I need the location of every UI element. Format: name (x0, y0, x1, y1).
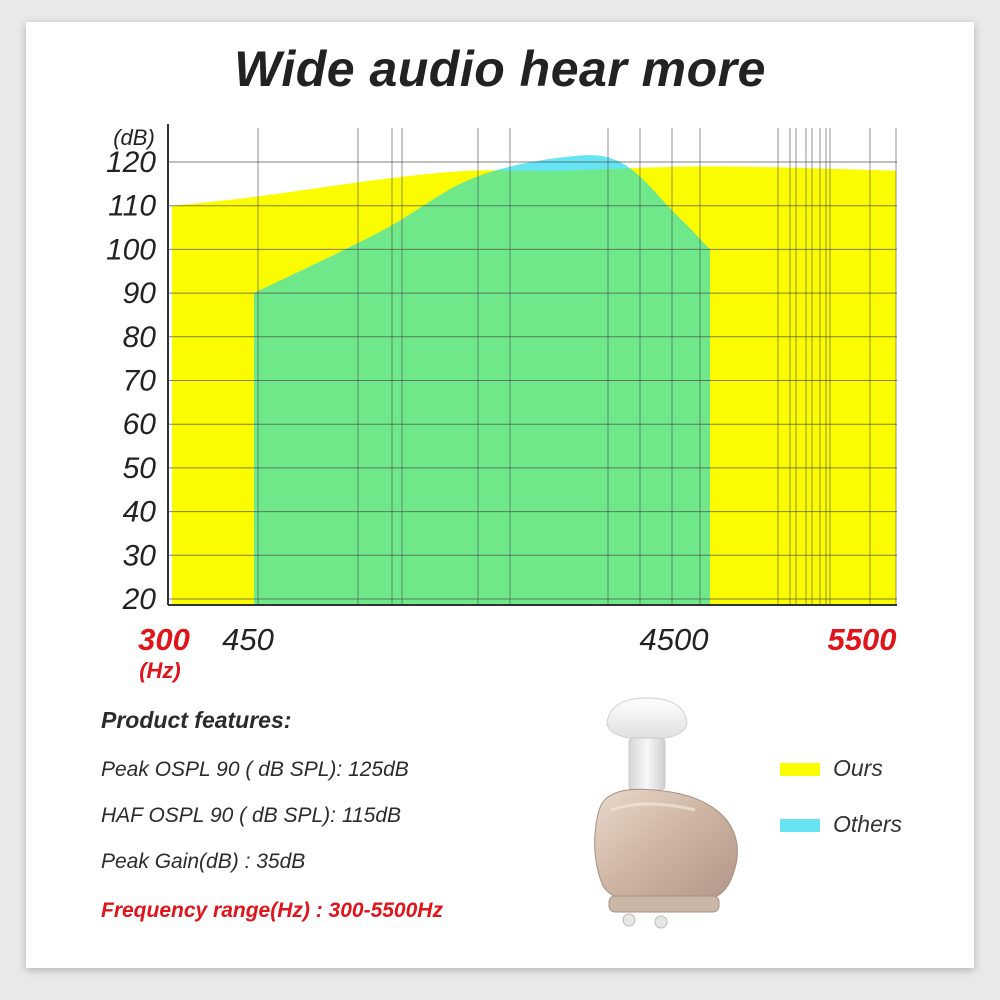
y-tick-label: 30 (123, 539, 157, 572)
y-tick-label: 70 (123, 365, 157, 398)
feature-peak-ospl: Peak OSPL 90 ( dB SPL): 125dB (101, 758, 409, 781)
page-title: Wide audio hear more (234, 41, 766, 97)
y-tick-label: 110 (108, 190, 156, 223)
y-tick-label: 50 (123, 452, 157, 485)
feature-peak-gain: Peak Gain(dB) : 35dB (101, 850, 306, 873)
features-title: Product features: (101, 707, 292, 733)
feature-haf-ospl: HAF OSPL 90 ( dB SPL): 115dB (101, 804, 401, 827)
y-axis-label: (dB) (113, 125, 155, 150)
x-tick-label: 5500 (828, 622, 897, 657)
y-tick-label: 90 (123, 277, 157, 310)
y-tick-label: 20 (122, 583, 157, 616)
y-tick-label: 60 (123, 408, 157, 441)
x-tick-label: 300 (138, 622, 190, 657)
legend-swatch-others (780, 819, 820, 832)
frequency-response-chart: (dB)120 110 100 90 80 70 60 50 40 30 20 300 450 4500 5… (106, 124, 897, 683)
legend-swatch-ours (780, 763, 820, 776)
legend-label-ours: Ours (833, 755, 883, 781)
y-tick-label: 120 (106, 146, 156, 179)
x-axis-label: (Hz) (139, 658, 181, 683)
legend-label-others: Others (833, 811, 903, 837)
x-tick-label: 4500 (640, 622, 709, 657)
y-tick-label: 40 (123, 496, 157, 529)
y-tick-label: 100 (106, 233, 156, 266)
y-tick-label: 80 (123, 321, 157, 354)
hearing-aid-image (594, 697, 738, 929)
feature-frequency-range: Frequency range(Hz) : 300-5500Hz (101, 899, 443, 922)
x-tick-label: 450 (222, 622, 274, 657)
